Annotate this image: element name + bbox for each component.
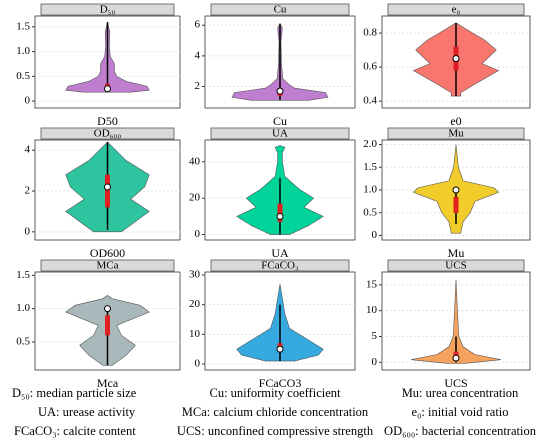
- footnote: FCaCO₃: calcite content: [14, 424, 136, 438]
- y-tick-label: 0: [25, 95, 31, 107]
- y-tick-label: 1.5: [363, 161, 377, 173]
- strip-label: MCa: [97, 260, 119, 272]
- y-tick-label: 0: [372, 229, 378, 241]
- strip: [40, 127, 175, 140]
- y-tick-label: 20: [189, 298, 201, 310]
- y-tick-label: 2: [195, 80, 201, 92]
- y-tick-label: 1.0: [16, 45, 30, 57]
- footnote: Cu: uniformity coefficient: [210, 386, 342, 400]
- median: [452, 55, 460, 63]
- panel: [381, 271, 531, 371]
- panel: [34, 15, 181, 109]
- strip: [210, 127, 350, 140]
- median: [104, 183, 111, 191]
- strip-label: Mu: [448, 128, 464, 140]
- x-label: Mu: [448, 246, 465, 260]
- strip-label: Cu: [274, 4, 287, 16]
- box: [453, 196, 459, 213]
- strip-label: UCS: [445, 260, 466, 272]
- strip: [40, 259, 175, 272]
- x-label: UA: [271, 246, 289, 260]
- strip: [40, 3, 175, 16]
- panel: [204, 15, 356, 109]
- median: [276, 87, 284, 95]
- y-tick-label: 0.6: [363, 61, 377, 73]
- strip-label: OD₆₀₀: [94, 128, 122, 140]
- y-tick-label: 1.5: [16, 269, 30, 281]
- strip: [387, 3, 525, 16]
- box: [105, 315, 110, 336]
- y-tick-label: 0: [25, 225, 31, 237]
- x-label: FCaCO3: [259, 376, 302, 390]
- y-tick-label: 0.5: [16, 336, 30, 348]
- y-tick-label: 10: [189, 328, 201, 340]
- y-tick-label: 10: [366, 304, 378, 316]
- footnote: OD₆₀₀: bacterial concentration: [384, 424, 537, 438]
- y-tick-label: 0.5: [16, 70, 30, 82]
- footnote: UA: urease activity: [38, 405, 136, 419]
- y-tick-label: 0: [195, 228, 201, 240]
- x-label: D50: [97, 114, 118, 128]
- y-tick-label: 4: [25, 144, 31, 156]
- strip: [387, 127, 525, 140]
- panel: [34, 139, 181, 241]
- y-tick-label: 5: [372, 330, 378, 342]
- footnote: MCa: calcium chloride concentration: [182, 405, 369, 419]
- x-label: OD600: [90, 246, 125, 260]
- y-tick-label: 40: [189, 155, 201, 167]
- strip: [210, 3, 350, 16]
- y-tick-label: 1.0: [16, 302, 30, 314]
- x-label: UCS: [444, 376, 467, 390]
- y-tick-label: 4: [195, 49, 201, 61]
- x-label: Mca: [97, 376, 119, 390]
- footnote: e₀: initial void ratio: [411, 405, 508, 419]
- footnote: D₅₀: median particle size: [12, 386, 137, 400]
- median: [276, 345, 284, 353]
- footnote: Mu: urea concentration: [402, 386, 519, 400]
- y-tick-label: 20: [189, 192, 201, 204]
- x-label: e0: [450, 114, 461, 128]
- panel: [381, 15, 531, 109]
- strip-label: e₀: [452, 4, 461, 16]
- y-tick-label: 2: [25, 185, 31, 197]
- violin: [410, 279, 502, 364]
- y-tick-label: 0.4: [363, 95, 377, 107]
- median: [276, 212, 284, 220]
- median: [104, 305, 111, 313]
- box: [105, 174, 110, 208]
- y-tick-label: 0: [195, 358, 201, 370]
- x-label: Cu: [273, 114, 287, 128]
- panel: [34, 271, 181, 371]
- median: [452, 354, 460, 362]
- y-tick-label: 15: [366, 278, 378, 290]
- strip: [387, 259, 525, 272]
- strip-label: UA: [272, 128, 288, 140]
- y-tick-label: 1.5: [16, 20, 30, 32]
- footnote: UCS: unconfined compressive strength: [177, 424, 374, 438]
- y-tick-label: 6: [195, 19, 201, 31]
- y-tick-label: 0.8: [363, 27, 377, 39]
- y-tick-label: 2.0: [363, 138, 377, 150]
- strip-label: FCaCO₃: [261, 260, 299, 272]
- y-tick-label: 30: [189, 269, 201, 281]
- y-tick-label: 0: [372, 356, 378, 368]
- panel: [204, 139, 356, 241]
- y-tick-label: 0.5: [363, 206, 377, 218]
- median: [452, 186, 460, 194]
- box: [277, 203, 283, 222]
- strip-label: D₅₀: [100, 4, 116, 16]
- median: [104, 85, 111, 93]
- strip: [210, 259, 350, 272]
- y-tick-label: 1.0: [363, 184, 377, 196]
- panel: [204, 271, 356, 371]
